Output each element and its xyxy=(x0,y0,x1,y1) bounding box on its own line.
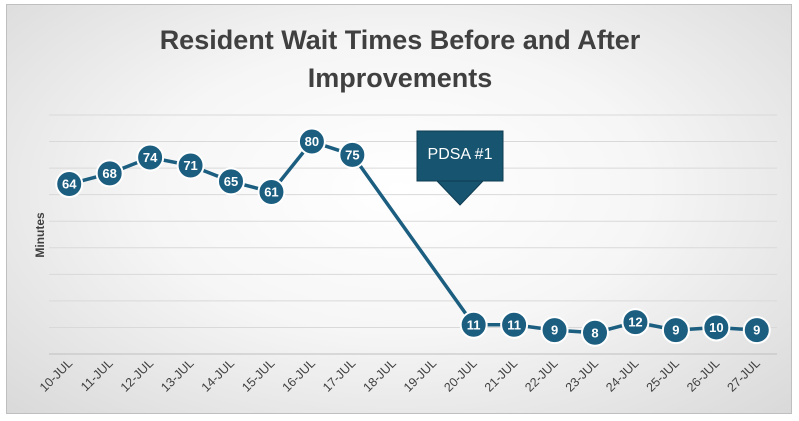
data-label: 9 xyxy=(753,323,760,338)
x-tick-label: 25-JUL xyxy=(644,356,682,394)
data-label: 11 xyxy=(507,317,521,332)
x-tick-label: 21-JUL xyxy=(482,356,520,394)
data-point-marker xyxy=(55,170,84,199)
data-point-marker xyxy=(297,127,326,156)
x-tick-label: 13-JUL xyxy=(158,356,196,394)
pdsa-annotation: PDSA #1 xyxy=(416,130,504,206)
series-polyline xyxy=(68,139,757,335)
data-label: 9 xyxy=(551,323,558,338)
x-tick-label: 22-JUL xyxy=(522,356,560,394)
x-tick-label: 27-JUL xyxy=(725,356,763,394)
data-point-marker xyxy=(338,140,367,169)
x-tick-label: 14-JUL xyxy=(199,356,237,394)
data-points: 64 68 74 71 65 61 80 75 11 11 9 8 12 9 10 9 xyxy=(55,127,771,347)
data-point-marker xyxy=(742,316,771,345)
data-label: 74 xyxy=(143,150,158,165)
line-chart: Resident Wait Times Before and After Imp… xyxy=(33,25,777,395)
data-point-marker xyxy=(581,318,609,347)
data-label: 71 xyxy=(183,158,197,173)
data-point-marker xyxy=(217,167,245,196)
data-label: 64 xyxy=(62,177,77,192)
data-point-marker xyxy=(95,159,124,188)
data-label: 75 xyxy=(345,147,359,162)
chart-title-line1: Resident Wait Times Before and After xyxy=(160,25,641,55)
data-label: 61 xyxy=(264,185,278,200)
data-point-marker xyxy=(621,308,650,337)
data-label: 8 xyxy=(591,325,598,340)
data-label: 10 xyxy=(709,320,723,335)
pdsa-label: PDSA #1 xyxy=(428,146,493,163)
x-tick-label: 23-JUL xyxy=(563,356,601,394)
x-tick-label: 18-JUL xyxy=(361,356,399,394)
x-tick-label: 24-JUL xyxy=(603,356,641,394)
data-label: 9 xyxy=(672,323,679,338)
x-tick-label: 19-JUL xyxy=(401,356,439,394)
x-tick-label: 12-JUL xyxy=(118,356,156,394)
data-point-marker xyxy=(176,151,205,180)
x-tick-label: 16-JUL xyxy=(280,356,318,394)
x-tick-label: 20-JUL xyxy=(441,356,479,394)
chart-title-line2: Improvements xyxy=(308,63,493,93)
data-label: 80 xyxy=(305,134,319,149)
data-point-marker xyxy=(702,313,731,342)
x-tick-label: 15-JUL xyxy=(239,356,277,394)
data-label: 68 xyxy=(102,166,116,181)
gridlines xyxy=(49,114,777,328)
x-tick-label: 26-JUL xyxy=(684,356,722,394)
data-label: 11 xyxy=(467,317,481,332)
chart-area: Resident Wait Times Before and After Imp… xyxy=(6,4,792,414)
data-point-marker xyxy=(257,178,286,207)
y-axis-label: Minutes xyxy=(33,212,47,258)
data-label: 12 xyxy=(628,315,642,330)
data-label: 65 xyxy=(224,174,238,189)
x-tick-label: 17-JUL xyxy=(320,356,358,394)
x-tick-labels: 10-JUL 11-JUL 12-JUL 13-JUL 14-JUL 15-JUL 16-J… xyxy=(37,356,763,394)
data-point-marker xyxy=(500,310,529,339)
x-tick-label: 10-JUL xyxy=(37,356,75,394)
data-point-marker xyxy=(136,143,165,172)
series-line xyxy=(68,139,757,335)
data-point-marker xyxy=(540,316,569,345)
data-point-marker xyxy=(459,310,488,339)
pdsa-callout-arrow xyxy=(435,180,485,206)
data-point-marker xyxy=(661,316,690,345)
x-tick-label: 11-JUL xyxy=(78,356,116,394)
